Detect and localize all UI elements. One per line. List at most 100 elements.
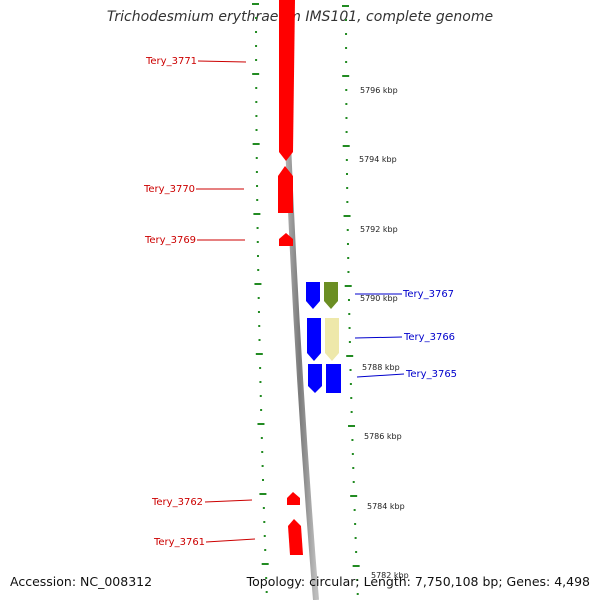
left-ring-tick xyxy=(255,87,258,89)
scale-label-5784: 5784 kbp xyxy=(367,502,405,511)
scale-label-5788: 5788 kbp xyxy=(362,363,400,372)
right-ring-tick xyxy=(346,201,349,203)
left-ring-tick xyxy=(258,325,261,327)
gene-label-tery-3766[interactable]: Tery_3766 xyxy=(403,332,455,343)
forward-strand-genes xyxy=(278,0,303,555)
left-ring-tick xyxy=(256,227,259,229)
genome-summary-text: Topology: circular; Length: 7,750,108 bp… xyxy=(246,574,590,589)
left-ring-major-tick xyxy=(255,353,263,355)
right-ring-tick xyxy=(345,173,348,175)
right-ring-tick xyxy=(346,229,349,231)
right-ring-tick xyxy=(347,257,350,259)
left-ring-tick xyxy=(263,521,266,523)
right-ring-tick xyxy=(346,243,349,245)
left-ring-tick xyxy=(260,409,263,411)
right-ring-major-tick xyxy=(344,285,352,287)
gene-label-tery-3762[interactable]: Tery_3762 xyxy=(151,497,203,508)
gene-arrow-tery-3762[interactable] xyxy=(287,492,300,505)
left-ring-tick xyxy=(257,311,260,313)
right-ring-tick xyxy=(345,117,348,119)
left-ring-tick xyxy=(258,339,261,341)
left-ring-tick xyxy=(260,437,263,439)
gene-arrow-tery-3766[interactable] xyxy=(325,318,339,361)
scale-label-5794: 5794 kbp xyxy=(359,155,397,164)
right-ring-tick xyxy=(349,369,352,371)
left-ring-tick xyxy=(261,451,264,453)
gene-arrow-tery-3765-a[interactable] xyxy=(308,364,322,393)
gene-arrow-tery-3767[interactable] xyxy=(324,282,338,309)
gene-label-tery-3769[interactable]: Tery_3769 xyxy=(144,235,196,246)
right-ring-tick xyxy=(355,551,358,553)
left-ring-tick xyxy=(255,157,258,159)
left-ring-major-tick xyxy=(259,493,267,495)
left-ring-tick xyxy=(259,381,262,383)
left-ring-tick xyxy=(256,199,259,201)
left-ring-tick xyxy=(259,367,262,369)
gene-label-tery-3761[interactable]: Tery_3761 xyxy=(153,537,205,548)
right-ring-tick xyxy=(348,313,351,315)
gene-arrow-tery-3761[interactable] xyxy=(288,519,303,555)
left-ring-tick xyxy=(255,59,258,61)
left-ring-tick xyxy=(265,577,268,579)
left-ring-tick xyxy=(261,465,264,467)
right-ring-tick xyxy=(350,411,353,413)
gene-label-tery-3767[interactable]: Tery_3767 xyxy=(402,289,454,300)
scale-label-5782: 5782 kbp xyxy=(371,571,409,580)
reverse-strand-genes xyxy=(306,282,341,393)
gene-arrow-tery-3767-a[interactable] xyxy=(306,282,320,309)
gene-arrow-tery-3769[interactable] xyxy=(279,233,293,246)
left-ring-tick xyxy=(255,45,258,47)
gene-label-tery-3765[interactable]: Tery_3765 xyxy=(405,369,457,380)
gene-arrow-tery-3770[interactable] xyxy=(278,166,293,213)
left-ring-tick xyxy=(255,17,258,19)
left-ring-tick xyxy=(262,479,265,481)
left-ring-tick xyxy=(255,101,258,103)
right-ring-tick xyxy=(345,33,348,35)
scale-labels: 5796 kbp 5794 kbp 5792 kbp 5790 kbp 5788… xyxy=(359,86,409,580)
gene-arrow-tery-3766-a[interactable] xyxy=(307,318,321,361)
right-ring-tick xyxy=(353,509,356,511)
leader-line-tery-3762 xyxy=(204,499,253,503)
scale-label-5796: 5796 kbp xyxy=(360,86,398,95)
gene-arrow-tery-3765[interactable] xyxy=(326,364,341,393)
left-ring-tick xyxy=(255,129,258,131)
right-ring-tick xyxy=(345,19,348,21)
left-ring-tick xyxy=(255,171,258,173)
right-ring-major-tick xyxy=(342,145,350,147)
left-ring-major-tick xyxy=(252,3,260,5)
right-ring-tick xyxy=(345,131,348,133)
tick-marks xyxy=(252,3,360,595)
gene-arrow-tery-3771[interactable] xyxy=(279,0,295,161)
right-ring-tick xyxy=(349,383,352,385)
left-ring-major-tick xyxy=(252,73,260,75)
right-ring-major-tick xyxy=(342,5,350,7)
left-ring-major-tick xyxy=(253,213,261,215)
gene-label-tery-3770[interactable]: Tery_3770 xyxy=(143,184,195,195)
left-ring-tick xyxy=(265,591,268,593)
left-ring-tick xyxy=(259,395,262,397)
right-ring-major-tick xyxy=(346,355,354,357)
left-ring-tick xyxy=(264,549,267,551)
right-ring-tick xyxy=(351,453,354,455)
left-ring-tick xyxy=(256,185,259,187)
accession-text: Accession: NC_008312 xyxy=(10,574,153,589)
left-ring-major-tick xyxy=(257,423,265,425)
leader-line-tery-3761 xyxy=(205,538,256,543)
right-ring-tick xyxy=(345,159,348,161)
genome-title: Trichodesmium erythraeum IMS101, complet… xyxy=(106,9,494,25)
right-ring-tick xyxy=(348,341,351,343)
left-ring-tick xyxy=(257,269,260,271)
right-ring-major-tick xyxy=(343,215,351,217)
right-ring-tick xyxy=(346,187,349,189)
right-ring-major-tick xyxy=(348,425,356,427)
leader-line-tery-3766 xyxy=(354,336,403,339)
gene-labels: Tery_3771 Tery_3770 Tery_3769 Tery_3767 … xyxy=(143,56,457,548)
gene-label-tery-3771[interactable]: Tery_3771 xyxy=(145,56,197,67)
left-ring-tick xyxy=(257,297,260,299)
right-ring-tick xyxy=(354,523,357,525)
scale-label-5790: 5790 kbp xyxy=(360,294,398,303)
right-ring-tick xyxy=(348,327,351,329)
left-ring-tick xyxy=(263,535,266,537)
